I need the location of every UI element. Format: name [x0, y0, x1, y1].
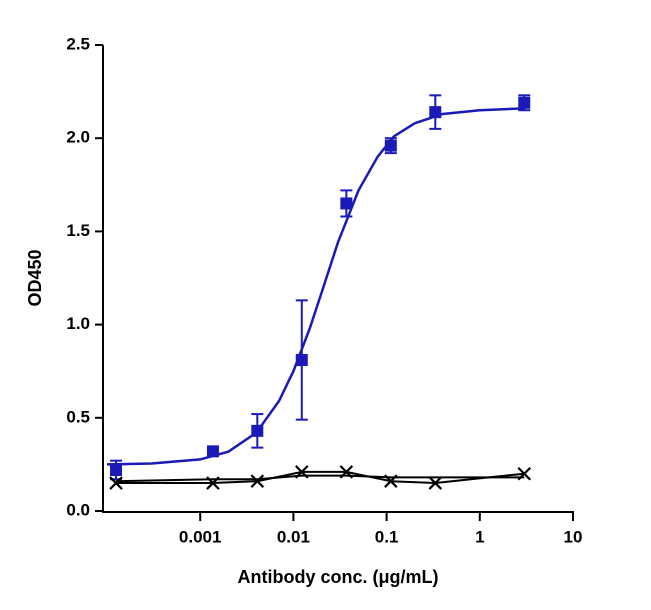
- y-tick-label: 1.0: [66, 314, 90, 333]
- y-axis-title: OD450: [25, 249, 45, 306]
- series-line: [115, 474, 525, 483]
- marker: [429, 106, 442, 119]
- marker: [109, 476, 123, 490]
- x-axis-title: Antibody conc. (μg/mL): [238, 567, 439, 587]
- x-tick-label: 0.001: [179, 527, 222, 546]
- y-tick-label: 0.5: [66, 407, 90, 426]
- marker: [340, 197, 353, 210]
- marker: [206, 445, 219, 458]
- marker: [384, 139, 397, 152]
- x-tick-label: 0.1: [375, 527, 399, 546]
- y-tick-label: 0.0: [66, 500, 90, 519]
- marker: [295, 354, 308, 367]
- y-tick-label: 2.5: [66, 34, 90, 53]
- marker: [250, 474, 265, 488]
- marker: [428, 476, 443, 490]
- x-tick-label: 1: [475, 527, 484, 546]
- marker: [518, 96, 531, 109]
- x-tick-label: 0.01: [277, 527, 310, 546]
- x-tick-label: 10: [564, 527, 583, 546]
- marker: [251, 424, 264, 437]
- series-line: [116, 470, 525, 485]
- marker: [110, 463, 123, 476]
- fit-curve: [106, 107, 525, 466]
- y-tick-label: 1.5: [66, 221, 90, 240]
- y-tick-label: 2.0: [66, 128, 90, 147]
